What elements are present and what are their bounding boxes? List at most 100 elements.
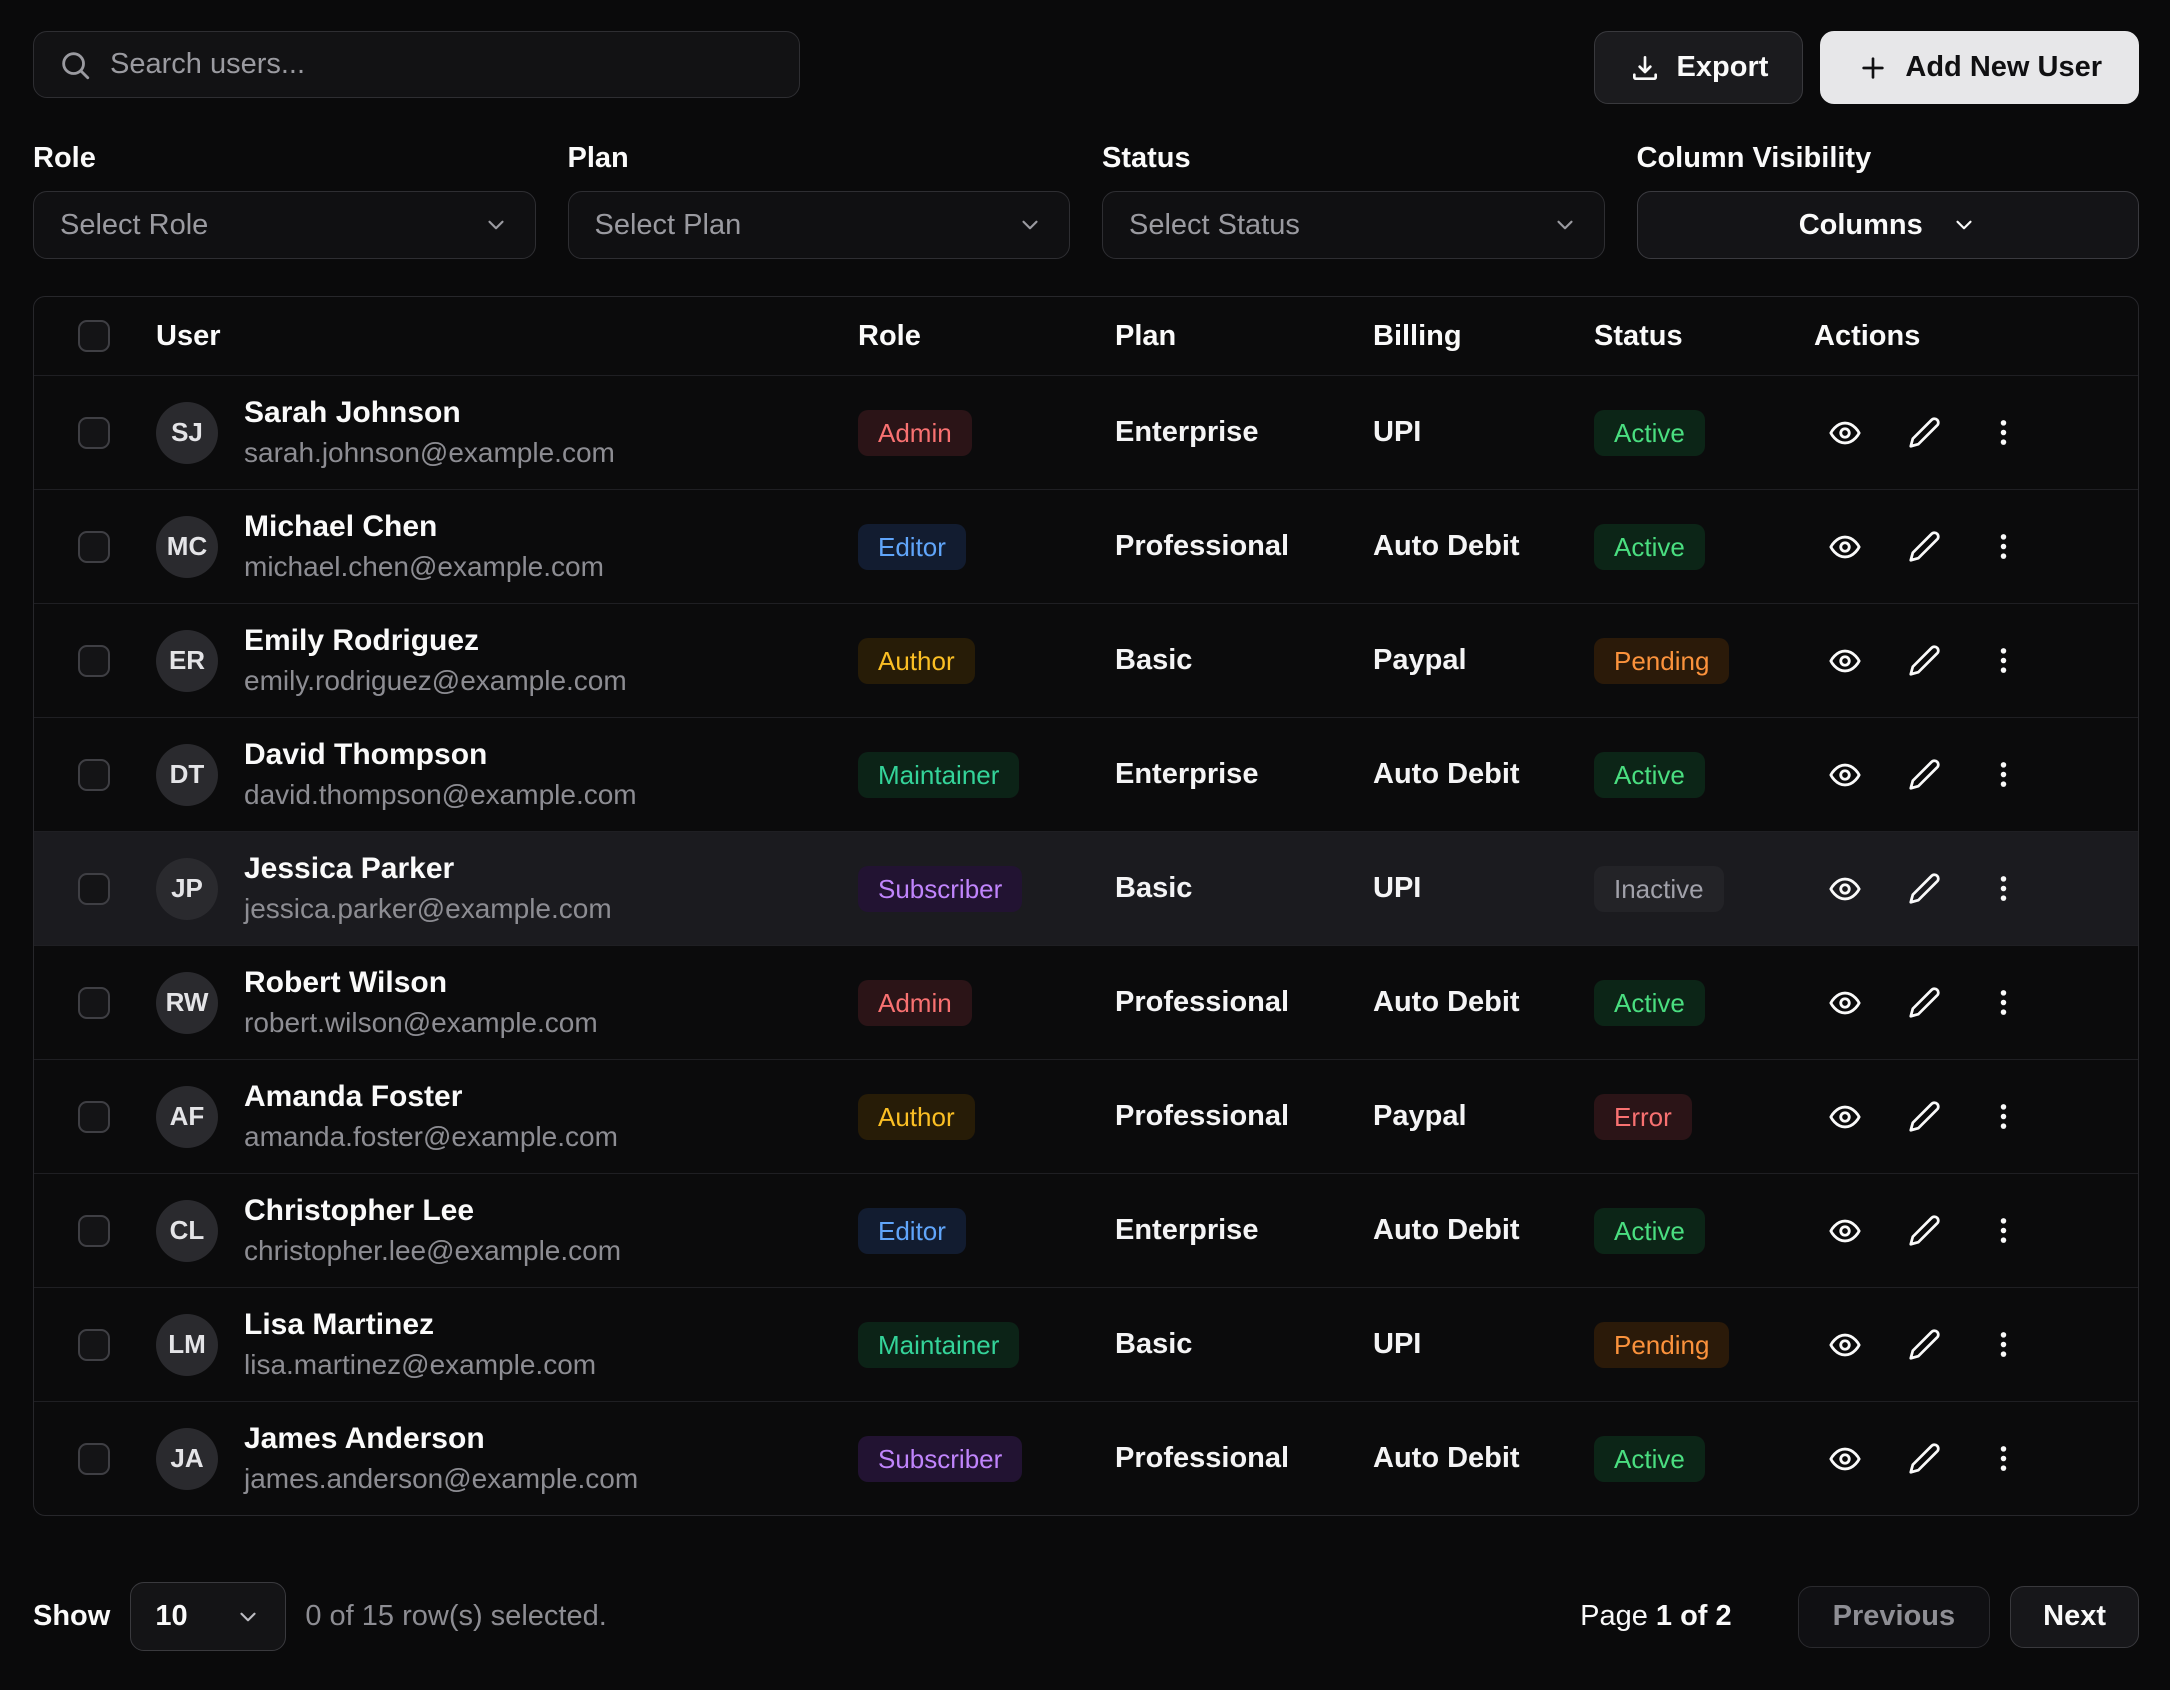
export-button[interactable]: Export [1593, 31, 1804, 104]
avatar: SJ [156, 401, 218, 464]
more-actions-button[interactable] [1987, 644, 2020, 677]
edit-user-button[interactable] [1908, 1442, 1941, 1475]
view-user-button[interactable] [1828, 416, 1862, 450]
user-name: Christopher Lee [244, 1194, 475, 1227]
row-checkbox[interactable] [78, 758, 110, 791]
user-name: Emily Rodriguez [244, 624, 480, 657]
row-checkbox[interactable] [78, 1100, 110, 1133]
billing-value: Auto Debit [1373, 530, 1520, 562]
billing-value: Auto Debit [1373, 1214, 1520, 1246]
chevron-down-icon [240, 1612, 256, 1621]
chevron-down-icon [1956, 220, 1972, 230]
view-user-button[interactable] [1828, 1214, 1862, 1248]
columns-button[interactable]: Columns [1636, 191, 2139, 259]
row-checkbox[interactable] [78, 530, 110, 563]
role-badge: Subscriber [858, 865, 1023, 912]
row-checkbox[interactable] [78, 416, 110, 449]
view-user-button[interactable] [1828, 530, 1862, 564]
ellipsis-vertical-icon [2000, 1332, 2007, 1357]
plan-filter-select[interactable]: Select Plan [567, 191, 1070, 259]
table-row: ER Emily Rodriguez emily.rodriguez@examp… [34, 603, 2138, 717]
row-checkbox[interactable] [78, 644, 110, 677]
view-user-button[interactable] [1828, 1442, 1862, 1476]
edit-user-button[interactable] [1908, 986, 1941, 1019]
view-user-button[interactable] [1828, 1100, 1862, 1134]
view-user-button[interactable] [1828, 1328, 1862, 1362]
view-user-button[interactable] [1828, 872, 1862, 906]
plan-filter-value: Select Plan [594, 208, 742, 241]
view-user-button[interactable] [1828, 758, 1862, 792]
previous-page-button[interactable]: Previous [1797, 1585, 1991, 1648]
role-filter-value: Select Role [60, 208, 209, 241]
view-user-button[interactable] [1828, 986, 1862, 1020]
row-checkbox[interactable] [78, 1328, 110, 1361]
status-filter-value: Select Status [1129, 208, 1300, 241]
plan-value: Professional [1115, 1442, 1290, 1474]
more-actions-button[interactable] [1987, 530, 2020, 563]
row-checkbox[interactable] [78, 986, 110, 1019]
pencil-icon [1909, 1329, 1940, 1360]
role-filter-select[interactable]: Select Role [33, 191, 536, 259]
rows-selected-text: 0 of 15 row(s) selected. [305, 1600, 607, 1632]
more-actions-button[interactable] [1987, 416, 2020, 449]
more-actions-button[interactable] [1987, 1100, 2020, 1133]
more-actions-button[interactable] [1987, 986, 2020, 1019]
next-page-button[interactable]: Next [2010, 1585, 2139, 1648]
more-actions-button[interactable] [1987, 872, 2020, 905]
row-checkbox[interactable] [78, 1442, 110, 1475]
page-size-select[interactable]: 10 [130, 1582, 287, 1651]
edit-user-button[interactable] [1908, 1214, 1941, 1247]
row-actions [1814, 986, 2138, 1020]
role-filter-label: Role [33, 142, 96, 174]
table-header-row: User Role Plan Billing Status Actions [34, 297, 2138, 375]
plan-value: Basic [1115, 644, 1193, 676]
edit-user-button[interactable] [1908, 416, 1941, 449]
plan-value: Enterprise [1115, 416, 1259, 448]
add-new-user-button[interactable]: Add New User [1820, 31, 2139, 104]
edit-user-button[interactable] [1908, 644, 1941, 677]
billing-value: UPI [1373, 1328, 1422, 1360]
page-indicator: Page 1 of 2 [1580, 1600, 1731, 1633]
edit-user-button[interactable] [1908, 758, 1941, 791]
user-name: David Thompson [244, 738, 488, 771]
status-filter-select[interactable]: Select Status [1102, 191, 1605, 259]
user-email: jessica.parker@example.com [244, 893, 612, 924]
row-checkbox[interactable] [78, 872, 110, 905]
page-value: 1 of 2 [1655, 1600, 1732, 1632]
plus-icon [1862, 56, 1885, 79]
ellipsis-vertical-icon [2000, 876, 2007, 901]
role-badge: Admin [858, 979, 972, 1026]
eye-icon [1829, 535, 1861, 558]
edit-user-button[interactable] [1908, 1328, 1941, 1361]
header-user: User [156, 319, 221, 352]
billing-value: Auto Debit [1373, 758, 1520, 790]
user-name: Sarah Johnson [244, 396, 461, 429]
edit-user-button[interactable] [1908, 872, 1941, 905]
ellipsis-vertical-icon [2000, 990, 2007, 1015]
eye-icon [1829, 1333, 1861, 1356]
billing-value: UPI [1373, 872, 1422, 904]
more-actions-button[interactable] [1987, 1214, 2020, 1247]
user-email: emily.rodriguez@example.com [244, 665, 627, 696]
more-actions-button[interactable] [1987, 1328, 2020, 1361]
role-badge: Editor [858, 523, 966, 570]
edit-user-button[interactable] [1908, 1100, 1941, 1133]
chevron-down-icon [487, 220, 504, 230]
search-users-box[interactable] [33, 31, 800, 98]
more-actions-button[interactable] [1987, 758, 2020, 791]
table-row: LM Lisa Martinez lisa.martinez@example.c… [34, 1287, 2138, 1401]
pencil-icon [1909, 987, 1940, 1018]
row-checkbox[interactable] [78, 1214, 110, 1247]
footer-left: Show 10 0 of 15 row(s) selected. [33, 1582, 607, 1651]
pencil-icon [1909, 645, 1940, 676]
edit-user-button[interactable] [1908, 530, 1941, 563]
role-badge: Maintainer [858, 1321, 1020, 1368]
more-actions-button[interactable] [1987, 1442, 2020, 1475]
select-all-checkbox[interactable] [78, 320, 110, 352]
plan-filter-label: Plan [567, 142, 629, 174]
plan-value: Basic [1115, 872, 1193, 904]
header-role: Role [858, 319, 921, 352]
row-actions [1814, 872, 2138, 906]
view-user-button[interactable] [1828, 644, 1862, 678]
search-input[interactable] [110, 48, 775, 81]
